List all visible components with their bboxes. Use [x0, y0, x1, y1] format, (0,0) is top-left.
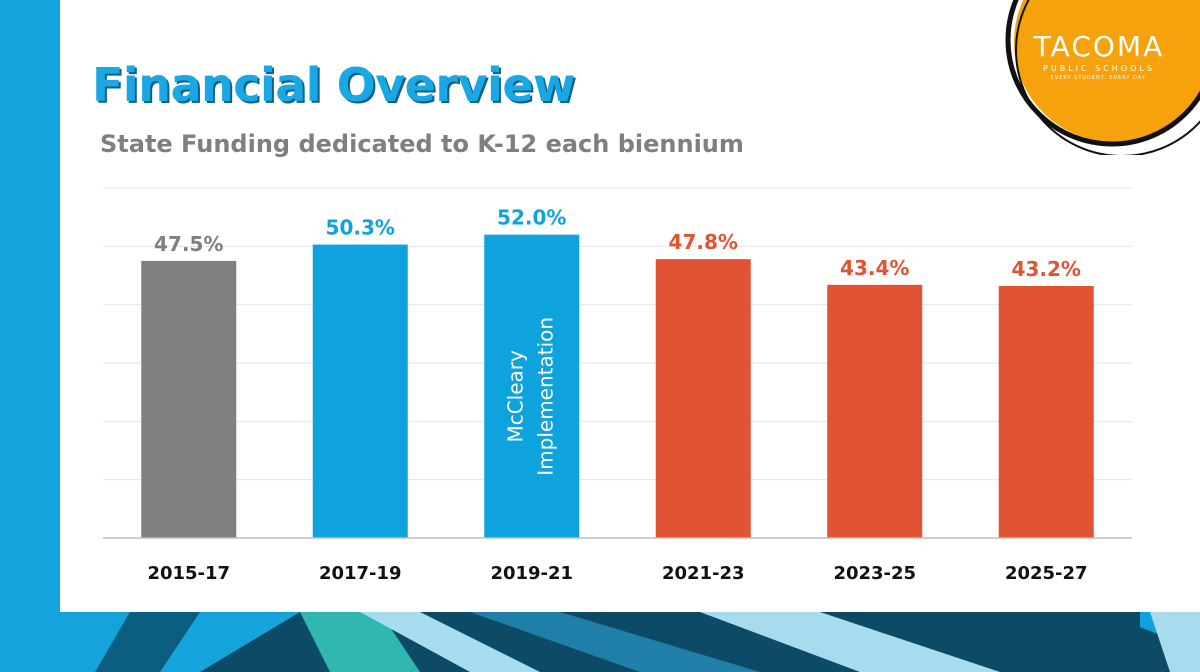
page-subtitle: State Funding dedicated to K-12 each bie…: [100, 130, 744, 158]
x-tick-label: 2019-21: [490, 563, 573, 584]
bar: [655, 259, 751, 538]
bar-annotation: Implementation: [534, 317, 558, 476]
bar: [141, 260, 237, 538]
bar-annotation: McCleary: [504, 350, 528, 443]
logo-name: TACOMA: [1033, 30, 1165, 63]
x-tick-label: 2025-27: [1005, 563, 1088, 584]
x-tick-label: 2023-25: [833, 563, 916, 584]
logo-badge: [1005, 0, 1200, 155]
bar: [312, 244, 408, 539]
data-label: 47.5%: [154, 232, 223, 256]
x-tick-label: 2015-17: [147, 563, 230, 584]
data-label: 43.4%: [840, 256, 909, 280]
bar: [827, 284, 923, 538]
bar-chart: 47.5% 2015-17 50.3% 2017-19 52.0% 2019-21 McCl…: [103, 187, 1132, 584]
bar: [484, 234, 580, 538]
bar: [998, 286, 1094, 538]
data-label: 50.3%: [326, 216, 395, 240]
data-label: 43.2%: [1012, 257, 1081, 281]
data-label: 52.0%: [497, 206, 566, 230]
logo: TACOMA PUBLIC SCHOOLS EVERY STUDENT. EVE…: [1024, 30, 1174, 82]
x-tick-label: 2021-23: [662, 563, 745, 584]
data-label: 47.8%: [669, 230, 738, 254]
x-tick-label: 2017-19: [319, 563, 402, 584]
logo-tagline: EVERY STUDENT. EVERY DAY.: [1050, 75, 1148, 81]
page-title: Financial Overview: [92, 58, 576, 112]
logo-subtitle: PUBLIC SCHOOLS: [1043, 64, 1155, 73]
